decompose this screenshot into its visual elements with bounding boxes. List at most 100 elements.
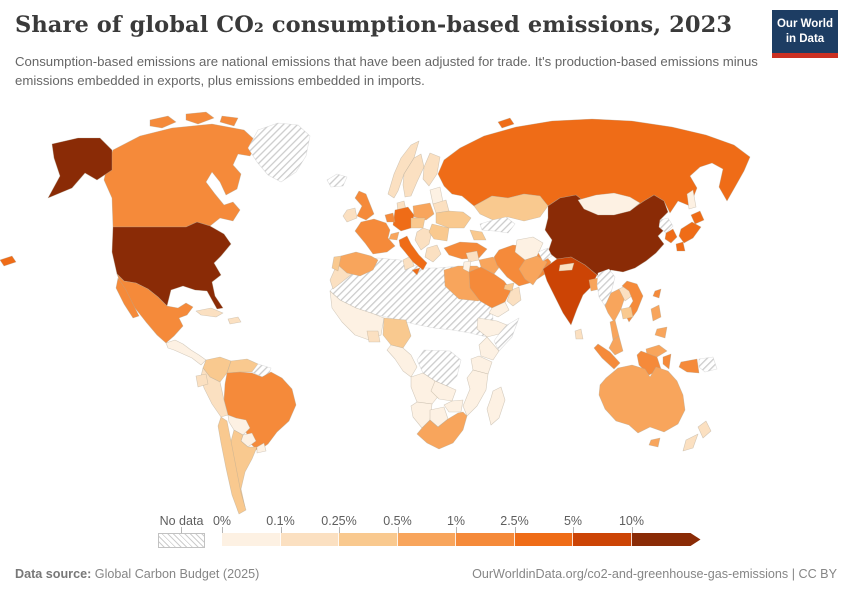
- data-source-value: Global Carbon Budget (2025): [91, 567, 260, 581]
- legend-no-data-label: No data: [159, 514, 204, 528]
- country-pakistan[interactable]: [518, 255, 548, 286]
- country-south-africa[interactable]: [416, 411, 468, 450]
- country-central-asia[interactable]: [479, 216, 516, 234]
- country-canada[interactable]: [103, 123, 259, 228]
- country-kenya[interactable]: [478, 336, 500, 361]
- country-united-kingdom[interactable]: [354, 190, 375, 221]
- country-usa-alaska[interactable]: [47, 137, 113, 199]
- country-north-korea[interactable]: [658, 217, 674, 234]
- country-south-korea[interactable]: [664, 228, 678, 244]
- legend-bin-0.5–1%[interactable]: [397, 533, 456, 546]
- country-greece[interactable]: [424, 244, 442, 263]
- country-cuba[interactable]: [195, 307, 224, 318]
- country-canada-arctic-2[interactable]: [185, 111, 215, 125]
- country-russia-islands[interactable]: [497, 117, 515, 129]
- country-spain[interactable]: [337, 251, 379, 277]
- legend-bin-0.25–0.5%[interactable]: [339, 533, 398, 546]
- country-oman[interactable]: [506, 286, 522, 307]
- country-indonesia-sumatra[interactable]: [593, 343, 621, 370]
- country-nigeria[interactable]: [382, 317, 412, 349]
- chart-footer: Data source: Global Carbon Budget (2025)…: [15, 567, 837, 581]
- owid-logo[interactable]: Our World in Data: [772, 10, 838, 58]
- country-greenland[interactable]: [247, 122, 311, 183]
- country-netherlands-belgium[interactable]: [384, 212, 396, 223]
- legend-tick-label: 1%: [446, 514, 466, 528]
- country-australia[interactable]: [598, 364, 686, 434]
- country-turkey[interactable]: [443, 241, 488, 260]
- country-kashmir[interactable]: [537, 247, 553, 262]
- country-kazakhstan[interactable]: [473, 193, 549, 222]
- country-sri-lanka[interactable]: [574, 328, 584, 340]
- rights-note[interactable]: OurWorldinData.org/co2-and-greenhouse-ga…: [472, 567, 837, 581]
- country-indonesia-sulawesi[interactable]: [662, 353, 672, 370]
- legend-bin-10%+[interactable]: [632, 533, 701, 546]
- country-new-zealand-north[interactable]: [697, 420, 712, 439]
- country-japan-kyushu[interactable]: [675, 241, 686, 252]
- country-mongolia[interactable]: [577, 192, 641, 216]
- country-mexico-baja[interactable]: [115, 277, 140, 319]
- country-malaysia-peninsula[interactable]: [608, 335, 624, 356]
- country-uruguay[interactable]: [256, 442, 267, 454]
- legend-bin-2.5–5%[interactable]: [514, 533, 573, 546]
- country-philippines-mindanao[interactable]: [654, 326, 668, 339]
- country-finland[interactable]: [422, 152, 441, 187]
- data-source-label: Data source:: [15, 567, 92, 581]
- country-zimbabwe[interactable]: [443, 399, 464, 413]
- country-ecuador[interactable]: [195, 373, 209, 388]
- country-norway[interactable]: [387, 140, 420, 199]
- legend-tick-label: 0.25%: [321, 514, 357, 528]
- country-chile[interactable]: [217, 416, 247, 515]
- country-switzerland[interactable]: [388, 231, 400, 241]
- country-france[interactable]: [354, 218, 396, 255]
- data-source-note: Data source: Global Carbon Budget (2025): [15, 567, 259, 581]
- country-sakhalin[interactable]: [686, 189, 697, 210]
- country-caucasus[interactable]: [469, 229, 487, 241]
- country-papua-new-guinea[interactable]: [698, 356, 718, 373]
- country-west-africa[interactable]: [329, 290, 385, 341]
- country-new-zealand-south[interactable]: [682, 433, 699, 452]
- country-romania-bulgaria[interactable]: [428, 223, 450, 242]
- country-central-america[interactable]: [165, 339, 207, 366]
- country-taiwan[interactable]: [652, 288, 662, 299]
- legend-no-data-swatch[interactable]: [158, 533, 205, 548]
- country-mexico[interactable]: [116, 273, 194, 344]
- country-syria[interactable]: [465, 250, 480, 263]
- country-japan-honshu[interactable]: [678, 221, 702, 244]
- country-philippines-luzon[interactable]: [650, 304, 662, 322]
- country-cameroon-gabon[interactable]: [386, 344, 418, 378]
- country-uae-qatar[interactable]: [503, 282, 515, 292]
- country-mozambique[interactable]: [462, 369, 489, 417]
- country-iceland[interactable]: [326, 173, 348, 188]
- country-cambodia[interactable]: [620, 306, 634, 320]
- legend-bin-0.1–0.25%[interactable]: [280, 533, 339, 546]
- country-portugal[interactable]: [331, 255, 342, 272]
- country-japan-hokkaido[interactable]: [690, 210, 705, 225]
- legend-no-data-tick: [181, 527, 182, 533]
- country-india[interactable]: [542, 256, 598, 326]
- country-russia-east-wrap[interactable]: [0, 255, 17, 267]
- country-saudi-arabia[interactable]: [468, 266, 512, 309]
- country-canada-arctic-1[interactable]: [149, 115, 177, 129]
- legend-tick-label: 5%: [563, 514, 583, 528]
- country-madagascar[interactable]: [486, 386, 506, 426]
- country-austria-czechia[interactable]: [410, 217, 426, 229]
- country-ireland[interactable]: [342, 207, 358, 223]
- country-yemen[interactable]: [488, 301, 510, 318]
- legend-tick-label: 2.5%: [500, 514, 529, 528]
- country-canada-arctic-3[interactable]: [219, 115, 239, 127]
- country-poland[interactable]: [412, 202, 435, 221]
- country-sweden[interactable]: [402, 153, 425, 198]
- country-italy[interactable]: [398, 235, 428, 271]
- legend-bin-1–2.5%[interactable]: [456, 533, 515, 546]
- country-ghana[interactable]: [366, 330, 381, 343]
- country-nepal[interactable]: [558, 262, 575, 272]
- legend-bin-5–10%[interactable]: [573, 533, 632, 546]
- country-bolivia[interactable]: [227, 414, 251, 436]
- country-italy-sicily[interactable]: [411, 267, 421, 276]
- legend-bin-0–0.1%[interactable]: [222, 533, 281, 546]
- country-hispaniola[interactable]: [227, 316, 242, 325]
- country-tasmania[interactable]: [648, 437, 661, 448]
- country-indonesia-papua[interactable]: [678, 358, 700, 374]
- country-ukraine[interactable]: [435, 210, 472, 229]
